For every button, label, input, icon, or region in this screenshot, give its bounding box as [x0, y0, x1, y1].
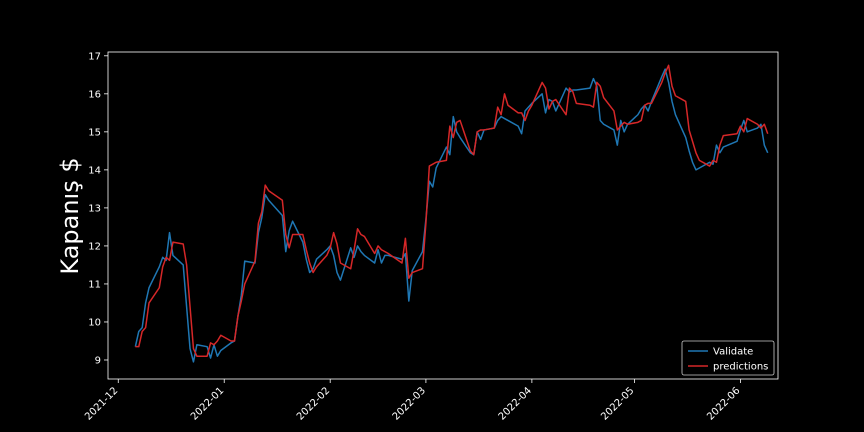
y-axis: 9 10 11 12 13 14 15 16 17 — [88, 51, 108, 366]
y-tick: 14 — [88, 165, 108, 176]
legend: Validate predictions — [681, 340, 775, 376]
y-tick: 15 — [88, 127, 108, 138]
series-layer — [134, 64, 769, 363]
y-tick: 17 — [88, 51, 108, 62]
plot-frame — [107, 51, 779, 380]
y-tick-label: 12 — [88, 241, 101, 252]
y-tick-label: 10 — [88, 317, 101, 328]
y-axis-label: Kapanış $ — [56, 157, 84, 274]
legend-label: Validate — [713, 347, 753, 358]
y-tick-label: 16 — [88, 89, 101, 100]
y-tick-label: 17 — [88, 51, 101, 62]
y-tick-label: 9 — [95, 355, 101, 366]
y-tick-label: 14 — [88, 165, 101, 176]
y-tick-label: 13 — [88, 203, 101, 214]
y-tick: 16 — [88, 89, 108, 100]
y-tick: 10 — [88, 317, 108, 328]
y-tick: 12 — [88, 241, 108, 252]
y-tick-label: 15 — [88, 127, 101, 138]
y-tick: 11 — [88, 279, 108, 290]
legend-label: predictions — [713, 362, 768, 373]
y-tick: 13 — [88, 203, 108, 214]
y-tick: 9 — [95, 355, 108, 366]
series-line-predictions — [135, 64, 769, 357]
y-tick-label: 11 — [88, 279, 101, 290]
